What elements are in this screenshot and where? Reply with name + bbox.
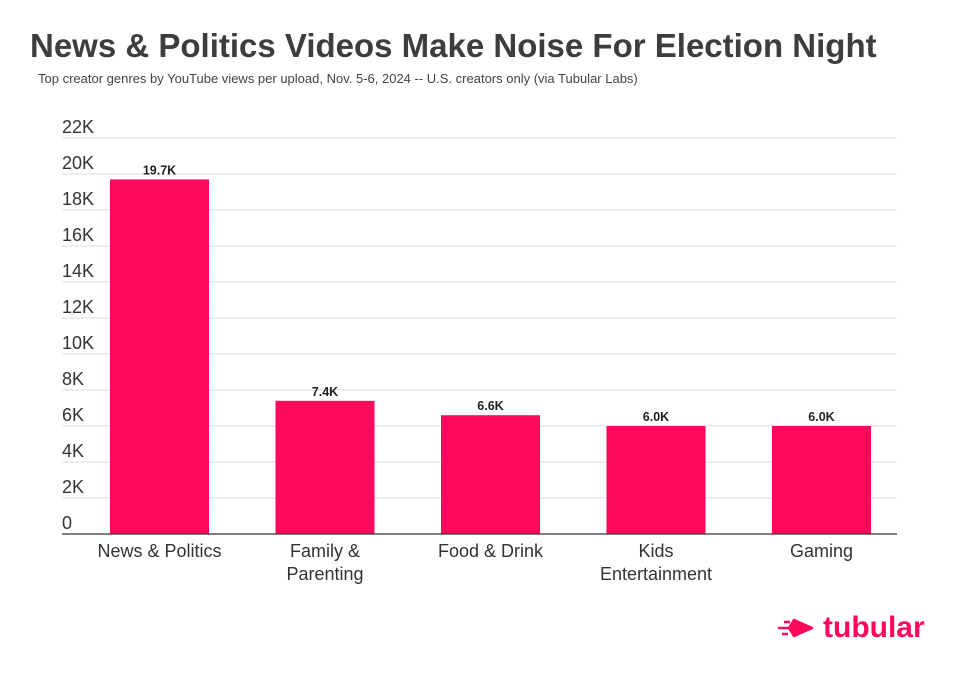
y-tick-label: 22K bbox=[62, 117, 94, 137]
chart-subtitle: Top creator genres by YouTube views per … bbox=[38, 71, 638, 86]
y-tick-label: 4K bbox=[62, 441, 84, 461]
y-tick-label: 16K bbox=[62, 225, 94, 245]
x-tick-label: News & Politics bbox=[97, 541, 221, 561]
x-axis-ticks: News & Politics Family & Parenting Food & D… bbox=[97, 541, 853, 584]
bar bbox=[606, 426, 706, 534]
data-label: 6.0K bbox=[808, 410, 834, 424]
y-tick-label: 0 bbox=[62, 513, 72, 533]
bar bbox=[275, 400, 375, 534]
chart-title: News & Politics Videos Make Noise For El… bbox=[30, 27, 877, 64]
y-tick-label: 14K bbox=[62, 261, 94, 281]
y-axis-ticks: 0 2K 4K 6K 8K 10K 12K 14K 16K 18K 20K 22K bbox=[62, 117, 94, 533]
data-labels: 19.7K 7.4K 6.6K 6.0K 6.0K bbox=[143, 163, 835, 424]
y-tick-label: 20K bbox=[62, 153, 94, 173]
data-label: 6.6K bbox=[477, 399, 503, 413]
data-label: 6.0K bbox=[643, 410, 669, 424]
y-tick-label: 10K bbox=[62, 333, 94, 353]
x-tick-label: Food & Drink bbox=[438, 541, 544, 561]
data-label: 19.7K bbox=[143, 163, 176, 177]
tubular-logo: tubular bbox=[777, 611, 925, 644]
y-tick-label: 8K bbox=[62, 369, 84, 389]
y-tick-label: 18K bbox=[62, 189, 94, 209]
x-tick-label: Kids Entertainment bbox=[600, 541, 712, 584]
bar bbox=[441, 415, 540, 534]
bar bbox=[110, 179, 209, 534]
x-tick-label: Family & Parenting bbox=[286, 541, 363, 584]
data-label: 7.4K bbox=[312, 385, 338, 399]
x-tick-label: Gaming bbox=[790, 541, 853, 561]
bars bbox=[110, 179, 871, 534]
y-tick-label: 6K bbox=[62, 405, 84, 425]
arrow-right-icon bbox=[777, 618, 814, 638]
y-tick-label: 12K bbox=[62, 297, 94, 317]
y-tick-label: 2K bbox=[62, 477, 84, 497]
bar bbox=[772, 426, 871, 534]
logo-text: tubular bbox=[823, 611, 925, 644]
